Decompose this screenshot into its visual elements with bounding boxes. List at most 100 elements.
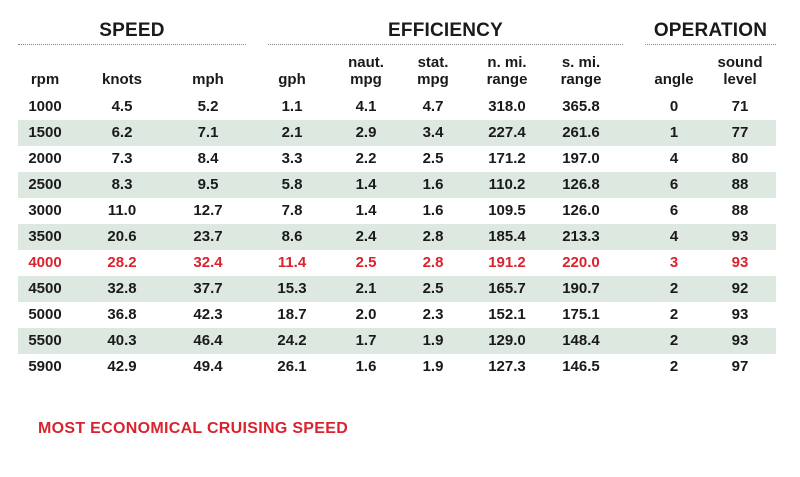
table-cell: 5500 bbox=[28, 332, 62, 349]
table-cell: 213.3 bbox=[562, 228, 600, 245]
table-cell: 2500 bbox=[28, 176, 62, 193]
table-cell: 220.0 bbox=[562, 254, 600, 271]
table-cell: 126.8 bbox=[562, 176, 600, 193]
table-cell: 80 bbox=[731, 150, 749, 167]
table-row: 4500 32.8 37.7 15.3 2.1 2.5 165.7 190.7 2 92 bbox=[18, 276, 776, 302]
table-cell: 1000 bbox=[28, 98, 62, 115]
table-cell: 24.2 bbox=[277, 332, 307, 349]
column-header-label: rpm bbox=[30, 71, 60, 88]
table-cell: 20.6 bbox=[107, 228, 137, 245]
table-cell: 32.4 bbox=[193, 254, 223, 271]
table-cell: 2.1 bbox=[355, 280, 377, 297]
table-cell: 7.3 bbox=[111, 150, 133, 167]
column-header-label: range bbox=[560, 71, 602, 88]
table-cell: 5.2 bbox=[197, 98, 219, 115]
table-cell: 93 bbox=[731, 306, 749, 323]
table-cell: 49.4 bbox=[193, 358, 223, 375]
table-cell: 171.2 bbox=[488, 150, 526, 167]
table-row: 3500 20.6 23.7 8.6 2.4 2.8 185.4 213.3 4 93 bbox=[18, 224, 776, 250]
group-divider bbox=[268, 44, 623, 45]
table-cell: 7.8 bbox=[281, 202, 303, 219]
table-cell: 93 bbox=[731, 332, 749, 349]
table-cell: 0 bbox=[669, 98, 679, 115]
table-cell: 8.3 bbox=[111, 176, 133, 193]
column-header: sound level bbox=[700, 50, 780, 88]
table-cell: 261.6 bbox=[562, 124, 600, 141]
table-cell: 37.7 bbox=[193, 280, 223, 297]
table-cell: 15.3 bbox=[277, 280, 307, 297]
table-cell: 46.4 bbox=[193, 332, 223, 349]
table-cell: 4.5 bbox=[111, 98, 133, 115]
table-cell: 4.7 bbox=[422, 98, 444, 115]
table-row-highlighted: 4000 28.2 32.4 11.4 2.5 2.8 191.2 220.0 3 93 bbox=[18, 250, 776, 276]
table-cell: 165.7 bbox=[488, 280, 526, 297]
table-cell: 32.8 bbox=[107, 280, 137, 297]
table-cell: 4 bbox=[669, 228, 679, 245]
table-cell: 36.8 bbox=[107, 306, 137, 323]
table-cell: 2 bbox=[669, 280, 679, 297]
table-cell: 365.8 bbox=[562, 98, 600, 115]
column-header-label: mph bbox=[192, 71, 224, 88]
table-row: 3000 11.0 12.7 7.8 1.4 1.6 109.5 126.0 6 88 bbox=[18, 198, 776, 224]
table-cell: 2.8 bbox=[422, 254, 444, 271]
group-divider bbox=[645, 44, 776, 45]
column-header-label: s. mi. bbox=[561, 54, 601, 71]
table-cell: 42.3 bbox=[193, 306, 223, 323]
table-cell: 1.4 bbox=[355, 202, 377, 219]
column-header-label: mpg bbox=[350, 71, 382, 88]
table-cell: 8.4 bbox=[197, 150, 219, 167]
table-cell: 2 bbox=[669, 358, 679, 375]
table-cell: 97 bbox=[731, 358, 749, 375]
table-cell: 148.4 bbox=[562, 332, 600, 349]
table-cell: 110.2 bbox=[488, 176, 526, 193]
column-header: mph bbox=[168, 50, 248, 88]
table-cell: 127.3 bbox=[488, 358, 526, 375]
table-row: 2000 7.3 8.4 3.3 2.2 2.5 171.2 197.0 4 80 bbox=[18, 146, 776, 172]
column-header: s. mi. range bbox=[541, 50, 621, 88]
table-cell: 175.1 bbox=[562, 306, 600, 323]
table-cell: 2.5 bbox=[422, 150, 444, 167]
column-header-label: naut. bbox=[348, 54, 384, 71]
group-title-operation: OPERATION bbox=[653, 20, 768, 41]
group-divider bbox=[18, 44, 246, 45]
table-cell: 11.4 bbox=[277, 254, 307, 271]
table-cell: 2.9 bbox=[355, 124, 377, 141]
table-cell: 126.0 bbox=[562, 202, 600, 219]
table-cell: 2.2 bbox=[355, 150, 377, 167]
column-header-label: mpg bbox=[417, 71, 449, 88]
legend-note: MOST ECONOMICAL CRUISING SPEED bbox=[38, 420, 349, 437]
table-cell: 71 bbox=[731, 98, 749, 115]
table-cell: 6.2 bbox=[111, 124, 133, 141]
table-cell: 93 bbox=[731, 228, 749, 245]
table-cell: 4500 bbox=[28, 280, 62, 297]
table-cell: 191.2 bbox=[488, 254, 526, 271]
table-cell: 2.0 bbox=[355, 306, 377, 323]
group-title-speed: SPEED bbox=[99, 20, 165, 41]
table-cell: 129.0 bbox=[488, 332, 526, 349]
table-cell: 6 bbox=[669, 176, 679, 193]
table-cell: 8.6 bbox=[281, 228, 303, 245]
table-cell: 1.9 bbox=[422, 332, 444, 349]
table-cell: 2.8 bbox=[422, 228, 444, 245]
table-cell: 3.3 bbox=[281, 150, 303, 167]
table-cell: 2.3 bbox=[422, 306, 444, 323]
table-cell: 185.4 bbox=[488, 228, 526, 245]
column-header: rpm bbox=[5, 50, 85, 88]
table-cell: 3500 bbox=[28, 228, 62, 245]
table-cell: 88 bbox=[731, 176, 749, 193]
table-cell: 1.7 bbox=[355, 332, 377, 349]
table-cell: 42.9 bbox=[107, 358, 137, 375]
column-header-label: stat. bbox=[417, 54, 449, 71]
table-cell: 152.1 bbox=[488, 306, 526, 323]
table-cell: 1 bbox=[669, 124, 679, 141]
table-cell: 7.1 bbox=[197, 124, 219, 141]
table-cell: 318.0 bbox=[488, 98, 526, 115]
table-cell: 11.0 bbox=[107, 202, 137, 219]
table-cell: 2.4 bbox=[355, 228, 377, 245]
table-cell: 2.5 bbox=[422, 280, 444, 297]
table-cell: 109.5 bbox=[488, 202, 526, 219]
table-cell: 197.0 bbox=[562, 150, 600, 167]
table-cell: 1.6 bbox=[355, 358, 377, 375]
table-cell: 40.3 bbox=[107, 332, 137, 349]
table-cell: 4000 bbox=[28, 254, 62, 271]
